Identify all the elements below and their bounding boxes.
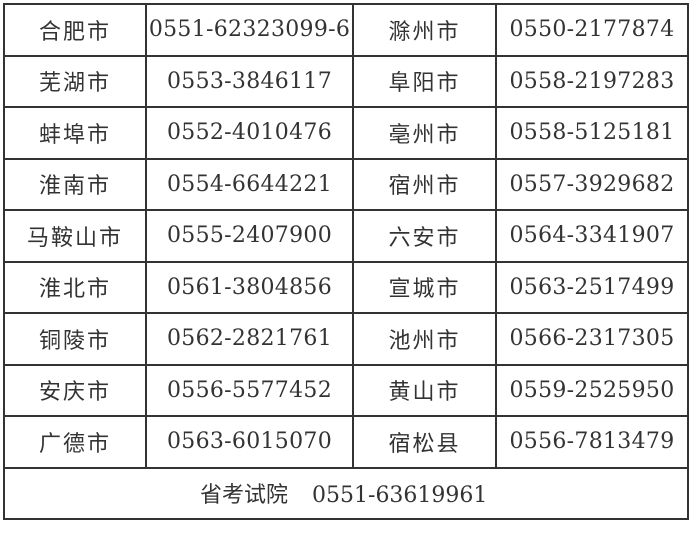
city-name: 安庆市: [3, 363, 147, 417]
table-body: 合肥市 0551-62323099-6 滁州市 0550-2177874 芜湖市 0553…: [3, 3, 689, 469]
phone-number: 0557-3929682: [495, 157, 689, 211]
table-row: 马鞍山市 0555-2407900 六安市 0564-3341907: [3, 209, 689, 263]
phone-number: 0552-4010476: [145, 106, 354, 160]
phone-number: 0558-5125181: [495, 106, 689, 160]
table-row: 合肥市 0551-62323099-6 滁州市 0550-2177874: [3, 3, 689, 57]
phone-number: 0556-5577452: [145, 363, 354, 417]
city-name: 六安市: [352, 209, 497, 263]
phone-number: 0556-7813479: [495, 415, 689, 469]
city-name: 淮南市: [3, 157, 147, 211]
city-name: 宿松县: [352, 415, 497, 469]
footer-label: 省考试院: [200, 483, 289, 509]
table-row: 广德市 0563-6015070 宿松县 0556-7813479: [3, 415, 689, 469]
city-name: 黄山市: [352, 363, 497, 417]
city-name: 滁州市: [352, 3, 497, 57]
phone-number: 0554-6644221: [145, 157, 354, 211]
city-name: 芜湖市: [3, 54, 147, 108]
city-name: 池州市: [352, 312, 497, 366]
city-name: 马鞍山市: [3, 209, 147, 263]
contact-table: 合肥市 0551-62323099-6 滁州市 0550-2177874 芜湖市 0553…: [3, 3, 689, 520]
city-name: 淮北市: [3, 260, 147, 314]
phone-number: 0566-2317305: [495, 312, 689, 366]
city-name: 阜阳市: [352, 54, 497, 108]
city-name: 亳州市: [352, 106, 497, 160]
phone-number: 0564-3341907: [495, 209, 689, 263]
city-name: 广德市: [3, 415, 147, 469]
phone-number: 0561-3804856: [145, 260, 354, 314]
table-row: 淮北市 0561-3804856 宣城市 0563-2517499: [3, 260, 689, 314]
table-row: 蚌埠市 0552-4010476 亳州市 0558-5125181: [3, 106, 689, 160]
phone-number: 0551-62323099-6: [145, 3, 354, 57]
footer-row: 省考试院 0551-63619961: [3, 466, 689, 520]
footer-phone: 0551-63619961: [312, 483, 488, 509]
city-name: 铜陵市: [3, 312, 147, 366]
phone-number: 0555-2407900: [145, 209, 354, 263]
city-name: 蚌埠市: [3, 106, 147, 160]
phone-number: 0559-2525950: [495, 363, 689, 417]
phone-number: 0553-3846117: [145, 54, 354, 108]
phone-number: 0563-2517499: [495, 260, 689, 314]
table-row: 淮南市 0554-6644221 宿州市 0557-3929682: [3, 157, 689, 211]
phone-number: 0563-6015070: [145, 415, 354, 469]
city-name: 宿州市: [352, 157, 497, 211]
city-name: 宣城市: [352, 260, 497, 314]
table-row: 铜陵市 0562-2821761 池州市 0566-2317305: [3, 312, 689, 366]
table-row: 安庆市 0556-5577452 黄山市 0559-2525950: [3, 363, 689, 417]
footer-cell: 省考试院 0551-63619961: [3, 466, 689, 520]
phone-number: 0562-2821761: [145, 312, 354, 366]
city-name: 合肥市: [3, 3, 147, 57]
phone-number: 0550-2177874: [495, 3, 689, 57]
phone-number: 0558-2197283: [495, 54, 689, 108]
table-row: 芜湖市 0553-3846117 阜阳市 0558-2197283: [3, 54, 689, 108]
